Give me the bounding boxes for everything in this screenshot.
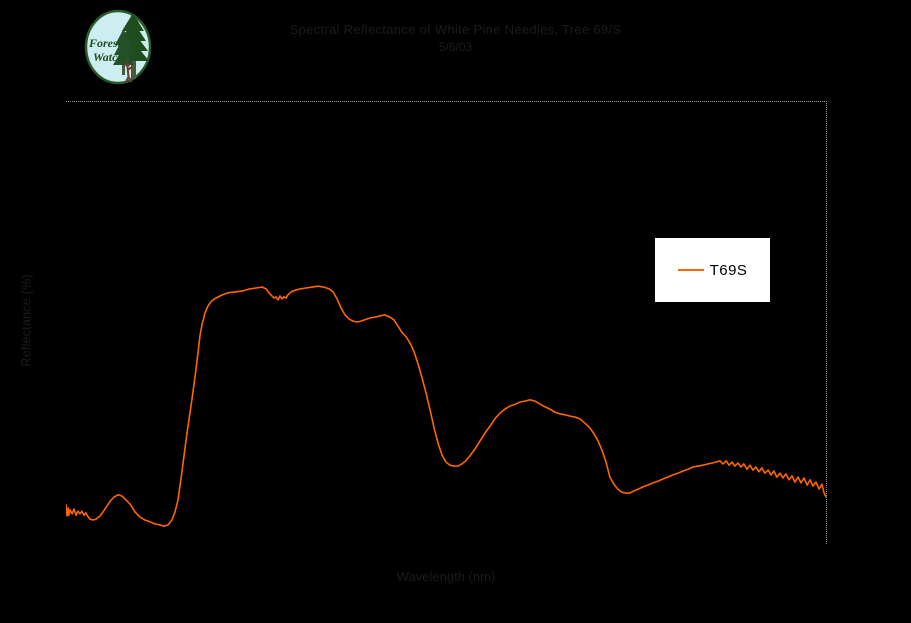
chart-title: Spectral Reflectance of White Pine Needl… [289, 22, 622, 37]
logo-word-forest: Forest [88, 36, 122, 50]
logo-word-watch: Watch [93, 50, 124, 64]
spectra-line-t69s [66, 285, 827, 528]
legend-line-sample [677, 269, 704, 271]
small-pine-tree-icon [113, 29, 134, 75]
plot-right-border [826, 101, 827, 544]
chart-title-block: Spectral Reflectance of White Pine Needl… [0, 22, 911, 54]
person-icon [125, 62, 133, 83]
y-axis-label: Reflectance (%) [18, 274, 34, 367]
x-axis-label: Wavelength (nm) [396, 569, 496, 584]
plot-top-border [66, 101, 827, 102]
legend-label: T69S [709, 261, 748, 279]
plot-area [66, 285, 827, 528]
legend-box: T69S [655, 238, 770, 302]
chart-subtitle: 5/6/03 [438, 40, 473, 54]
forest-watch-logo: Forest Watch [84, 9, 152, 85]
